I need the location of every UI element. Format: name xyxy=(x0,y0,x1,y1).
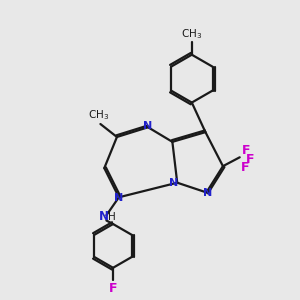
Text: H: H xyxy=(108,212,116,222)
Text: F: F xyxy=(241,161,249,174)
Text: CH$_3$: CH$_3$ xyxy=(88,108,110,122)
Text: N: N xyxy=(203,188,212,198)
Text: N: N xyxy=(169,178,178,188)
Text: F: F xyxy=(242,144,250,158)
Text: F: F xyxy=(109,281,117,295)
Text: N: N xyxy=(114,193,123,203)
Text: F: F xyxy=(246,153,254,166)
Text: N: N xyxy=(143,121,152,131)
Text: N: N xyxy=(98,210,109,223)
Text: CH$_3$: CH$_3$ xyxy=(181,27,202,41)
